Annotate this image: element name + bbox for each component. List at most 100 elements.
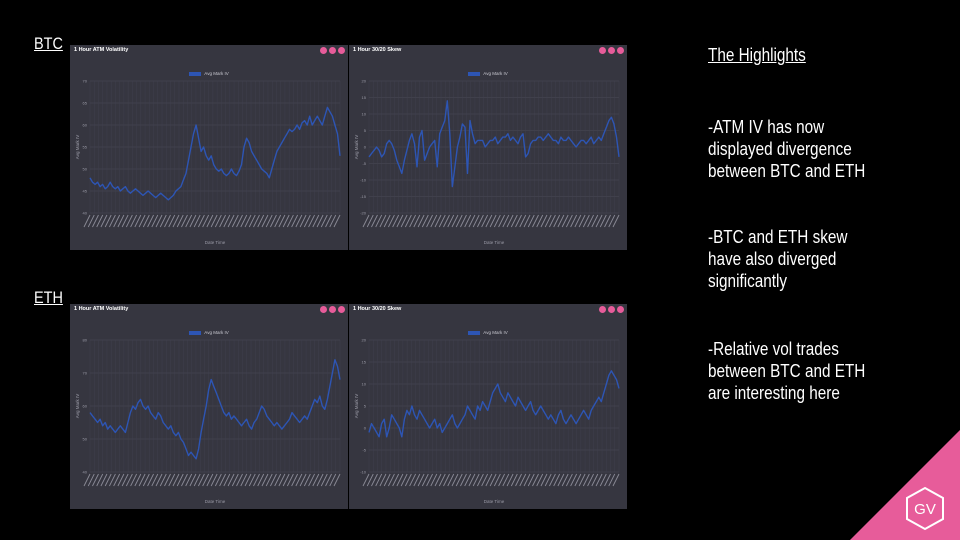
- x-tick-label: [595, 214, 603, 228]
- chart-title: 1 Hour ATM Volatility: [74, 47, 129, 53]
- x-tick-label: [219, 473, 226, 487]
- x-tick-label: [214, 214, 222, 228]
- x-tick-label: [392, 473, 400, 487]
- legend-swatch: [468, 330, 481, 335]
- x-tick-label: [477, 214, 484, 228]
- x-tick-label: [113, 473, 121, 487]
- download-icon[interactable]: [338, 47, 345, 54]
- x-tick-label: [591, 214, 599, 228]
- series-line: [89, 106, 341, 201]
- x-tick-label: [396, 473, 404, 487]
- chart-title: 1 Hour 30/20 Skew: [353, 47, 402, 53]
- x-tick-label: [223, 214, 231, 228]
- x-tick-label: [308, 214, 315, 228]
- x-tick-label: [253, 473, 260, 487]
- x-tick-label: [92, 473, 99, 487]
- x-tick-label: [417, 214, 425, 228]
- x-tick-label: [481, 473, 489, 487]
- x-tick-label: [320, 214, 328, 228]
- x-tick-label: [536, 214, 544, 228]
- x-tick-label: [472, 473, 480, 487]
- x-tick-label: [375, 473, 383, 487]
- x-tick-label: [291, 473, 299, 487]
- x-tick-label: [142, 473, 150, 487]
- x-tick-label: [231, 473, 239, 487]
- x-tick-label: [265, 473, 273, 487]
- zoom-in-icon[interactable]: [599, 47, 606, 54]
- y-tick-label: 20: [362, 79, 367, 84]
- chart-legend[interactable]: Avg Mark IV: [70, 330, 348, 335]
- x-tick-label: [455, 473, 463, 487]
- x-tick-label: [134, 214, 142, 228]
- x-tick-label: [147, 214, 154, 228]
- legend-label: Avg Mark IV: [483, 71, 508, 76]
- x-tick-label: [413, 473, 421, 487]
- x-tick-label: [87, 214, 95, 228]
- download-icon[interactable]: [617, 306, 624, 313]
- x-tick-label: [109, 473, 116, 487]
- x-tick-label: [125, 473, 133, 487]
- x-tick-label: [227, 473, 235, 487]
- x-tick-label: [464, 473, 472, 487]
- zoom-out-icon[interactable]: [329, 47, 336, 54]
- y-tick-label: 0: [364, 145, 367, 150]
- chart-legend[interactable]: Avg Mark IV: [349, 330, 627, 335]
- x-tick-label: [130, 473, 138, 487]
- x-tick-label: [282, 473, 290, 487]
- x-tick-label: [198, 214, 205, 228]
- y-axis-label: Avg Mark IV: [75, 394, 80, 418]
- x-tick-label: [375, 214, 383, 228]
- x-tick-label: [612, 473, 620, 487]
- x-tick-label: [565, 214, 573, 228]
- x-tick-label: [244, 473, 252, 487]
- zoom-out-icon[interactable]: [329, 306, 336, 313]
- x-tick-label: [379, 473, 387, 487]
- x-tick-label: [299, 473, 307, 487]
- x-tick-label: [400, 473, 408, 487]
- x-tick-label: [227, 214, 235, 228]
- x-tick-label: [151, 473, 159, 487]
- highlight-bullet: -Relative vol trades between BTC and ETH…: [708, 339, 866, 403]
- x-tick-label: [582, 214, 590, 228]
- x-tick-label: [578, 214, 586, 228]
- x-tick-label: [265, 214, 273, 228]
- x-tick-label: [438, 214, 446, 228]
- x-tick-label: [278, 214, 286, 228]
- x-tick-label: [485, 214, 493, 228]
- x-tick-label: [104, 473, 112, 487]
- x-tick-label: [299, 214, 307, 228]
- x-tick-label: [557, 473, 565, 487]
- x-tick-label: [142, 214, 150, 228]
- y-tick-label: 40: [83, 470, 88, 475]
- x-tick-label: [460, 214, 467, 228]
- x-tick-label: [544, 214, 552, 228]
- x-tick-label: [404, 214, 412, 228]
- zoom-in-icon[interactable]: [599, 306, 606, 313]
- x-tick-label: [493, 473, 501, 487]
- y-tick-label: 50: [83, 167, 88, 172]
- zoom-out-icon[interactable]: [608, 47, 615, 54]
- zoom-in-icon[interactable]: [320, 47, 327, 54]
- download-icon[interactable]: [617, 47, 624, 54]
- x-tick-label: [151, 214, 159, 228]
- zoom-in-icon[interactable]: [320, 306, 327, 313]
- x-tick-label: [240, 473, 248, 487]
- chart-legend[interactable]: Avg Mark IV: [349, 71, 627, 76]
- zoom-out-icon[interactable]: [608, 306, 615, 313]
- x-tick-label: [286, 473, 294, 487]
- chart-legend[interactable]: Avg Mark IV: [70, 71, 348, 76]
- x-tick-label: [193, 214, 201, 228]
- x-tick-label: [489, 473, 497, 487]
- x-tick-label: [587, 473, 594, 487]
- x-tick-label: [83, 214, 91, 228]
- x-tick-label: [202, 473, 210, 487]
- x-tick-label: [498, 214, 505, 228]
- x-tick-label: [468, 214, 476, 228]
- x-tick-label: [434, 473, 442, 487]
- x-tick-label: [125, 214, 133, 228]
- x-tick-label: [544, 473, 552, 487]
- x-tick-label: [117, 473, 125, 487]
- download-icon[interactable]: [338, 306, 345, 313]
- x-tick-label: [214, 473, 222, 487]
- series-line: [368, 100, 620, 188]
